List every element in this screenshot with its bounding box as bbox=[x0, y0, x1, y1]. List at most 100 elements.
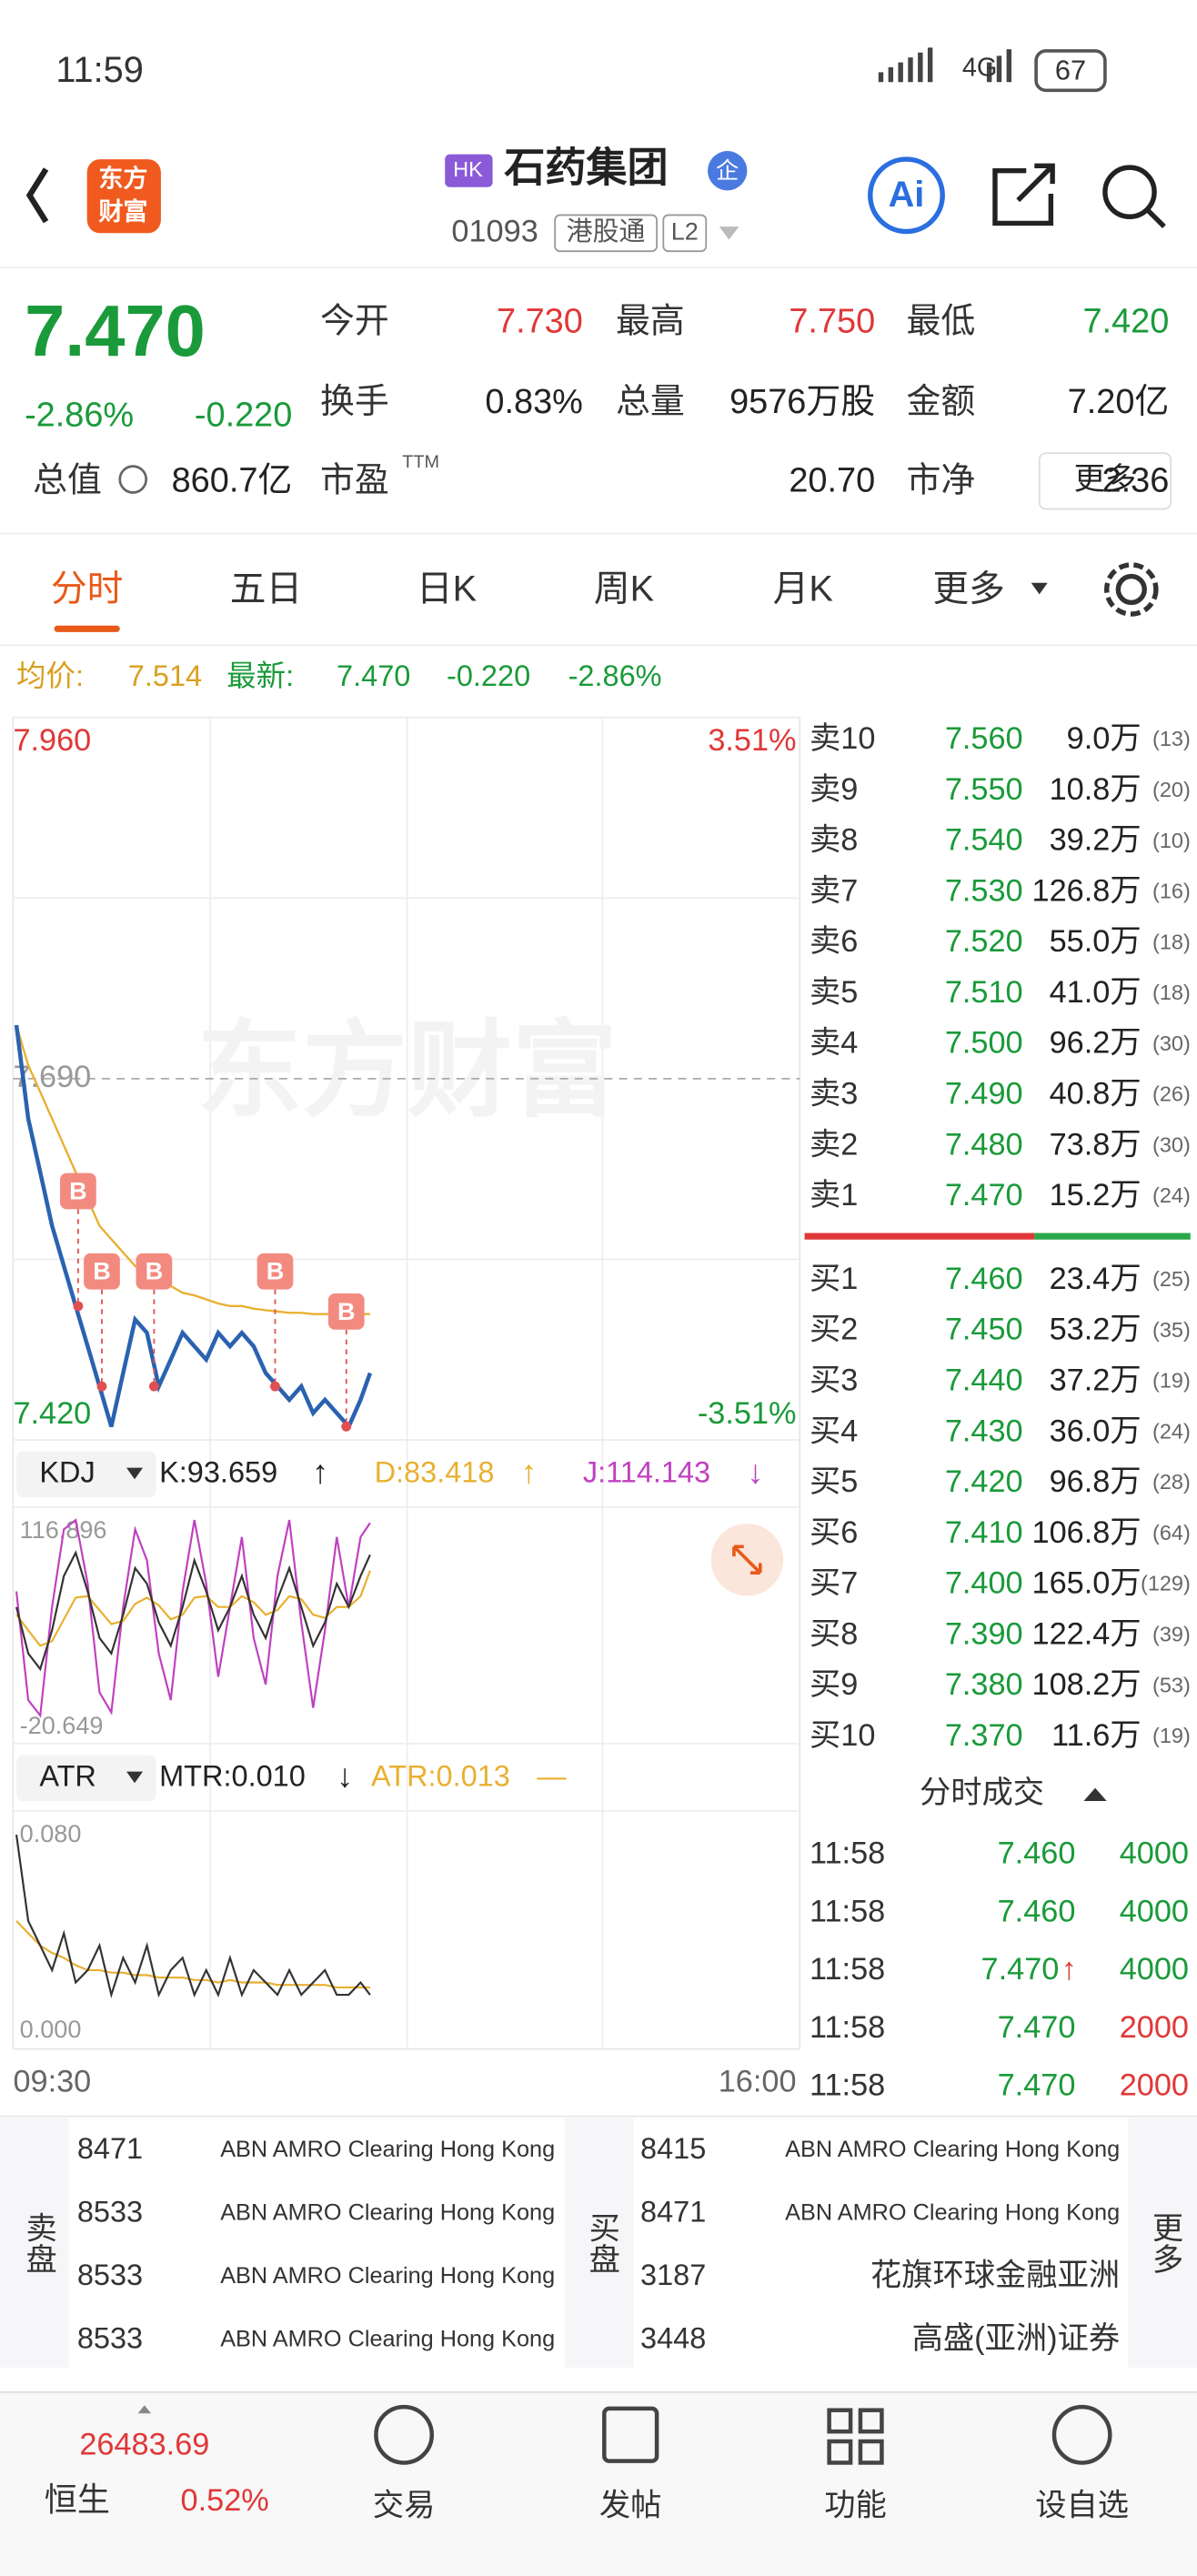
field-label: 最低 bbox=[906, 303, 975, 341]
x-tick-label: 16:00 bbox=[719, 2065, 797, 2099]
series-line bbox=[15, 1570, 371, 1647]
broker-name: ABN AMRO Clearing Hong Kong bbox=[785, 2137, 1120, 2162]
y-tick-label: 0.000 bbox=[20, 2015, 82, 2043]
field-label: 市净 bbox=[906, 462, 975, 500]
side-label: 卖盘 bbox=[21, 2211, 56, 2274]
broker-id: 8471 bbox=[77, 2132, 143, 2165]
latest-pct: -2.86% bbox=[568, 659, 662, 692]
back-button[interactable] bbox=[25, 167, 49, 224]
book-volume: 36.0万 bbox=[1050, 1414, 1142, 1448]
book-volume: 55.0万 bbox=[1050, 924, 1142, 959]
field-label: 总值 bbox=[33, 462, 102, 500]
broker-name: ABN AMRO Clearing Hong Kong bbox=[220, 2200, 555, 2226]
panel-side bbox=[564, 2118, 634, 2368]
book-volume: 122.4万 bbox=[1032, 1616, 1142, 1651]
marker-dot bbox=[270, 1381, 280, 1392]
trade-arrow: ↑ bbox=[1061, 1952, 1077, 1987]
book-label: 买1 bbox=[810, 1262, 858, 1296]
trades-title[interactable]: 分时成交 bbox=[920, 1776, 1044, 1810]
panel-side[interactable] bbox=[1128, 2118, 1197, 2368]
trade-time: 11:58 bbox=[810, 1952, 885, 1987]
broker-id: 3187 bbox=[640, 2259, 706, 2291]
series-line bbox=[15, 1024, 370, 1315]
dropdown[interactable] bbox=[719, 226, 739, 240]
indicator-select[interactable] bbox=[16, 1755, 156, 1802]
indicator-name: ATR bbox=[39, 1759, 96, 1792]
book-label: 卖1 bbox=[810, 1178, 858, 1213]
ai-button[interactable] bbox=[868, 156, 945, 235]
tab[interactable]: 日K bbox=[417, 569, 478, 609]
book-volume: 23.4万 bbox=[1050, 1262, 1142, 1296]
badge: 企 bbox=[716, 158, 739, 184]
nav-tab[interactable]: 设自选 bbox=[1035, 2488, 1129, 2522]
book-price: 7.560 bbox=[945, 721, 1023, 756]
broker-name: ABN AMRO Clearing Hong Kong bbox=[785, 2200, 1120, 2226]
tab[interactable]: 五日 bbox=[230, 569, 302, 609]
tab[interactable]: 周K bbox=[594, 569, 655, 609]
nav-tab[interactable]: 交易 bbox=[373, 2488, 436, 2522]
search-button[interactable] bbox=[1102, 165, 1166, 229]
book-price: 7.510 bbox=[945, 975, 1023, 1010]
book-label: 卖9 bbox=[810, 772, 858, 807]
book-label: 卖2 bbox=[810, 1127, 858, 1162]
book-price: 7.370 bbox=[945, 1718, 1023, 1753]
trade-time: 11:58 bbox=[810, 1836, 885, 1871]
book-label: 卖5 bbox=[810, 975, 858, 1010]
more-button[interactable] bbox=[1038, 452, 1172, 510]
book-volume: 41.0万 bbox=[1050, 975, 1142, 1010]
broker-name: ABN AMRO Clearing Hong Kong bbox=[220, 2137, 555, 2162]
field-label: 市盈 bbox=[320, 462, 389, 500]
nav-tab[interactable]: 发帖 bbox=[599, 2488, 662, 2522]
more-label[interactable]: 更多 bbox=[1147, 2211, 1182, 2274]
book-count: (13) bbox=[1152, 727, 1191, 750]
field-value: 7.420 bbox=[1082, 303, 1169, 341]
field-value: 7.20亿 bbox=[1068, 383, 1170, 421]
ai-label[interactable]: Ai bbox=[889, 175, 925, 215]
book-price: 7.390 bbox=[945, 1616, 1023, 1651]
field-value: 7.730 bbox=[497, 303, 583, 341]
series-line bbox=[15, 1834, 371, 1999]
y-tick-label: 7.420 bbox=[13, 1396, 91, 1431]
side-label: 买盘 bbox=[584, 2211, 619, 2274]
d-value: D:83.418 bbox=[375, 1455, 495, 1488]
trade-price: 7.470 bbox=[998, 2068, 1076, 2103]
trade-volume: 4000 bbox=[1120, 1894, 1189, 1928]
tab[interactable]: 月K bbox=[773, 569, 834, 609]
tab[interactable]: 分时 bbox=[51, 569, 123, 609]
bid-bar bbox=[1034, 1233, 1191, 1240]
book-count: (19) bbox=[1152, 1369, 1191, 1393]
tag: L2 bbox=[671, 216, 699, 245]
book-count: (30) bbox=[1152, 1031, 1191, 1055]
settings-button[interactable] bbox=[1104, 562, 1159, 617]
pct-bottom: -3.51% bbox=[698, 1396, 797, 1431]
trade-volume: 2000 bbox=[1120, 2068, 1189, 2103]
battery bbox=[1034, 49, 1107, 93]
book-label: 买2 bbox=[810, 1313, 858, 1347]
mtr-value: MTR:0.010 bbox=[159, 1759, 306, 1792]
book-price: 7.540 bbox=[945, 823, 1023, 858]
tag: 港股通 bbox=[567, 217, 646, 247]
tag-box bbox=[554, 214, 658, 253]
x-tick-label: 09:30 bbox=[13, 2065, 91, 2099]
d-arrow: ↑ bbox=[520, 1453, 537, 1490]
book-count: (64) bbox=[1152, 1521, 1191, 1545]
book-count: (26) bbox=[1152, 1082, 1191, 1106]
field-value: 7.750 bbox=[789, 303, 875, 341]
marker-dot bbox=[96, 1381, 107, 1392]
share-button[interactable] bbox=[992, 163, 1055, 226]
pct-top: 3.51% bbox=[708, 723, 796, 758]
trade-price: 7.460 bbox=[998, 1894, 1076, 1928]
bottom-nav bbox=[0, 2391, 1197, 2576]
nav-tab[interactable]: 功能 bbox=[824, 2488, 887, 2522]
indicator-select[interactable] bbox=[16, 1451, 156, 1498]
book-count: (24) bbox=[1152, 1183, 1191, 1207]
broker-name: ABN AMRO Clearing Hong Kong bbox=[220, 2263, 555, 2289]
logo-text: 东方 bbox=[98, 165, 147, 193]
tab[interactable]: 更多 bbox=[932, 569, 1004, 609]
book-price: 7.380 bbox=[945, 1667, 1023, 1702]
index-arrow bbox=[137, 2405, 152, 2414]
dropdown bbox=[126, 1467, 144, 1480]
book-count: (24) bbox=[1152, 1419, 1191, 1443]
more-label[interactable]: 更多 bbox=[1074, 462, 1137, 497]
